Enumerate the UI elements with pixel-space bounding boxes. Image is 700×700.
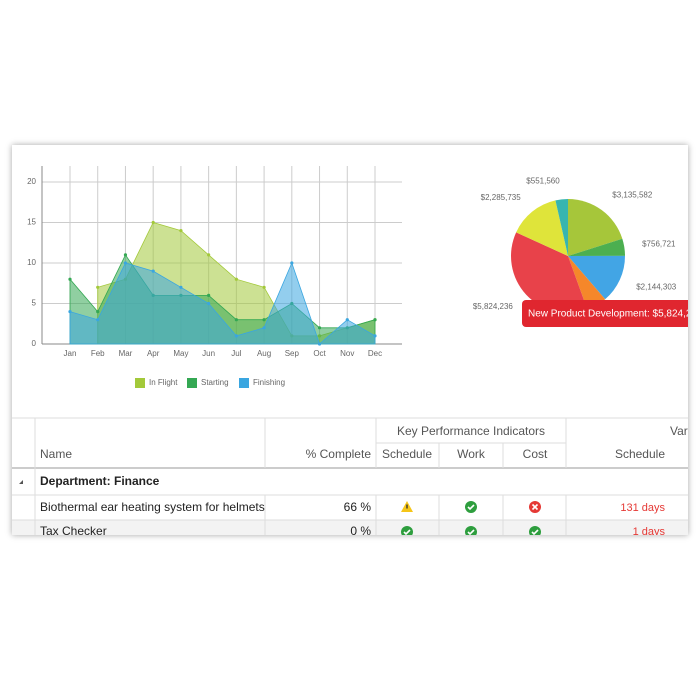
group-header: Variance (670, 424, 688, 438)
cell: 0 % (350, 524, 371, 535)
x-tick-label: Jun (202, 349, 215, 358)
error-icon (529, 501, 541, 513)
pie-slice (568, 256, 606, 310)
pie-slice (568, 255, 625, 300)
point (151, 220, 155, 225)
point (68, 277, 72, 281)
data-label: $5,824,236 (473, 302, 514, 311)
ok-icon (465, 526, 477, 535)
point (262, 285, 266, 289)
point (234, 334, 238, 338)
x-tick-label: Jul (231, 349, 241, 358)
legend-swatch (135, 378, 145, 388)
y-tick-label: 15 (27, 218, 36, 227)
point (373, 334, 377, 338)
x-tick-label: Sep (285, 349, 300, 358)
data-label: $2,144,303 (636, 282, 677, 291)
dashboard-window: 0 5 10 15 20 Jan Feb Mar Apr May Jun Jul Aug Sep Oct No… (12, 145, 688, 535)
pie-slice (568, 238, 625, 256)
data-label: $551,560 (526, 177, 560, 186)
x-tick-label: Oct (313, 349, 326, 358)
cell: 66 % (344, 500, 372, 514)
collapse-icon[interactable] (19, 480, 23, 484)
row-alt (12, 520, 688, 535)
column-header: Name (40, 447, 72, 461)
x-tick-label: Aug (257, 349, 271, 358)
x-tick-label: Mar (119, 349, 133, 358)
y-tick-label: 10 (27, 258, 36, 267)
table-bg (12, 418, 688, 535)
data-label: $756,721 (642, 240, 676, 249)
column-header: Work (457, 447, 486, 461)
point (96, 285, 100, 289)
x-tick-label: Nov (340, 349, 354, 358)
point (123, 261, 128, 265)
pie-slice (555, 199, 568, 256)
y-tick-label: 5 (32, 299, 37, 308)
column-header: % Complete (306, 447, 372, 461)
cell: 1 days (633, 526, 666, 535)
point (96, 318, 100, 322)
ok-icon (465, 501, 477, 513)
point (345, 318, 349, 322)
column-header: Schedule (615, 447, 665, 461)
tooltip-bg (522, 300, 688, 327)
point (373, 318, 377, 322)
dashboard: 0 5 10 15 20 Jan Feb Mar Apr May Jun Jul Aug Sep Oct No… (12, 166, 688, 535)
x-tick-label: May (173, 349, 188, 358)
warning-icon (401, 501, 413, 512)
data-label: $2,285,735 (481, 193, 522, 202)
ok-icon (401, 526, 413, 535)
point (262, 326, 266, 330)
legend-label: Finishing (253, 378, 285, 387)
cell: Tax Checker (40, 524, 107, 535)
point (317, 342, 322, 346)
point (68, 310, 72, 314)
point (96, 310, 100, 314)
pie-slice (511, 232, 588, 313)
legend-label: Starting (201, 378, 229, 387)
legend-swatch (187, 378, 197, 388)
x-tick-label: Jan (64, 349, 77, 358)
point (179, 229, 183, 233)
cell: 131 days (620, 502, 665, 514)
point (207, 253, 211, 257)
pie-slice (568, 199, 623, 256)
x-tick-label: Apr (147, 349, 160, 358)
column-header: Cost (523, 447, 548, 461)
legend-label: In Flight (149, 378, 178, 387)
tooltip: New Product Development: $5,824,236 (528, 309, 688, 320)
point (123, 253, 128, 257)
data-label: $3,135,582 (612, 191, 653, 200)
column-header: Schedule (382, 447, 432, 461)
cell: Biothermal ear heating system for helmet… (40, 500, 265, 514)
point (179, 285, 183, 289)
point (207, 293, 211, 297)
content: 0 5 10 15 20 Jan Feb Mar Apr May Jun Jul Aug Sep Oct No… (12, 166, 688, 535)
y-tick-label: 0 (32, 339, 37, 348)
charts: 0 5 10 15 20 Jan Feb Mar Apr May Jun Jul Aug Sep Oct No… (27, 166, 688, 388)
x-tick-label: Feb (91, 349, 105, 358)
point (317, 326, 322, 330)
group-header: Key Performance Indicators (397, 424, 545, 438)
group-row: Department: Finance (40, 474, 160, 488)
point (234, 318, 238, 322)
point (234, 277, 238, 281)
ok-icon (529, 526, 541, 535)
point (262, 318, 266, 322)
point (290, 261, 294, 265)
y-tick-label: 20 (27, 177, 36, 186)
point (151, 269, 155, 273)
x-tick-label: Dec (368, 349, 382, 358)
point (207, 301, 211, 306)
pie-slice (516, 200, 568, 256)
legend-swatch (239, 378, 249, 388)
